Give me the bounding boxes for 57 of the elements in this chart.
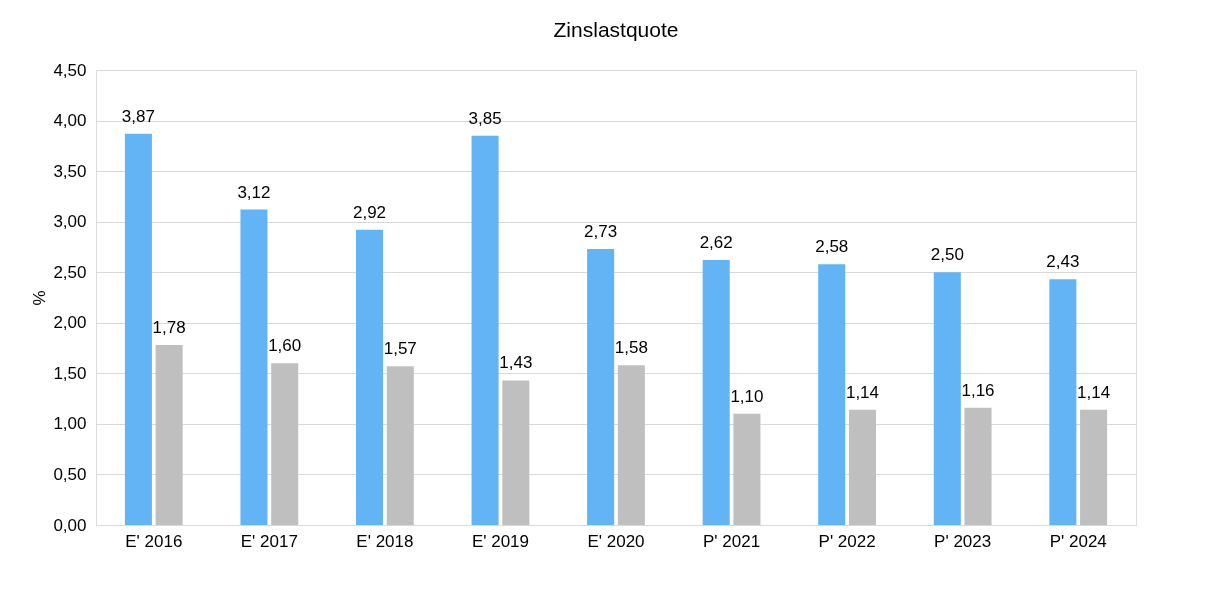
bar <box>124 133 152 525</box>
bar <box>240 209 268 525</box>
y-tick-label: 0,00 <box>53 515 87 535</box>
bar <box>964 407 992 525</box>
y-tick-label: 1,00 <box>53 414 87 434</box>
y-tick-label: 4,00 <box>53 111 87 131</box>
bar <box>933 272 961 525</box>
x-tick-label: E' 2016 <box>125 531 183 551</box>
y-tick-label: 1,50 <box>53 363 87 383</box>
bar <box>1080 409 1108 525</box>
x-tick-label: E' 2018 <box>356 531 414 551</box>
bar <box>587 248 615 525</box>
bar <box>617 365 645 525</box>
data-label: 1,14 <box>1077 382 1111 402</box>
data-label: 2,43 <box>1046 252 1080 272</box>
data-label: 1,43 <box>499 353 533 373</box>
chart-title: Zinslastquote <box>553 18 679 41</box>
y-tick-label: 0,50 <box>53 464 87 484</box>
x-tick-label: P' 2021 <box>702 531 761 551</box>
bar <box>848 409 876 525</box>
data-label: 1,10 <box>730 386 764 406</box>
x-tick-label: P' 2022 <box>818 531 876 551</box>
x-tick-label: E' 2019 <box>471 531 530 551</box>
data-label: 1,60 <box>268 336 302 356</box>
bar <box>471 135 499 525</box>
data-label: 2,50 <box>930 245 964 265</box>
data-label: 3,12 <box>237 182 271 202</box>
data-label: 3,85 <box>468 108 502 128</box>
bar <box>271 363 299 525</box>
bar <box>733 413 761 525</box>
bar <box>356 229 384 525</box>
y-tick-label: 2,50 <box>53 262 87 282</box>
x-tick-label: P' 2023 <box>934 531 992 551</box>
data-label: 3,87 <box>121 106 155 126</box>
bar <box>386 366 414 525</box>
y-tick-label: 4,50 <box>53 60 87 80</box>
x-tick-label: P' 2024 <box>1049 531 1107 551</box>
bar <box>1049 279 1077 525</box>
x-tick-label: E' 2017 <box>240 531 298 551</box>
bar <box>702 260 730 525</box>
data-label: 1,58 <box>614 338 648 358</box>
data-label: 2,58 <box>815 237 849 257</box>
x-tick-label: E' 2020 <box>587 531 645 551</box>
data-label: 2,62 <box>699 233 733 253</box>
data-label: 2,92 <box>352 202 387 222</box>
data-label: 1,78 <box>152 318 186 338</box>
data-label: 1,57 <box>383 339 417 359</box>
bar <box>818 264 846 525</box>
y-axis-title: % <box>30 290 50 306</box>
bar <box>155 345 183 525</box>
data-label: 2,73 <box>584 221 618 241</box>
data-label: 1,14 <box>845 382 880 402</box>
y-tick-label: 3,50 <box>53 161 87 181</box>
y-tick-label: 2,00 <box>53 313 87 333</box>
y-tick-label: 3,00 <box>53 212 87 232</box>
bar <box>502 380 530 525</box>
data-label: 1,16 <box>961 380 995 400</box>
